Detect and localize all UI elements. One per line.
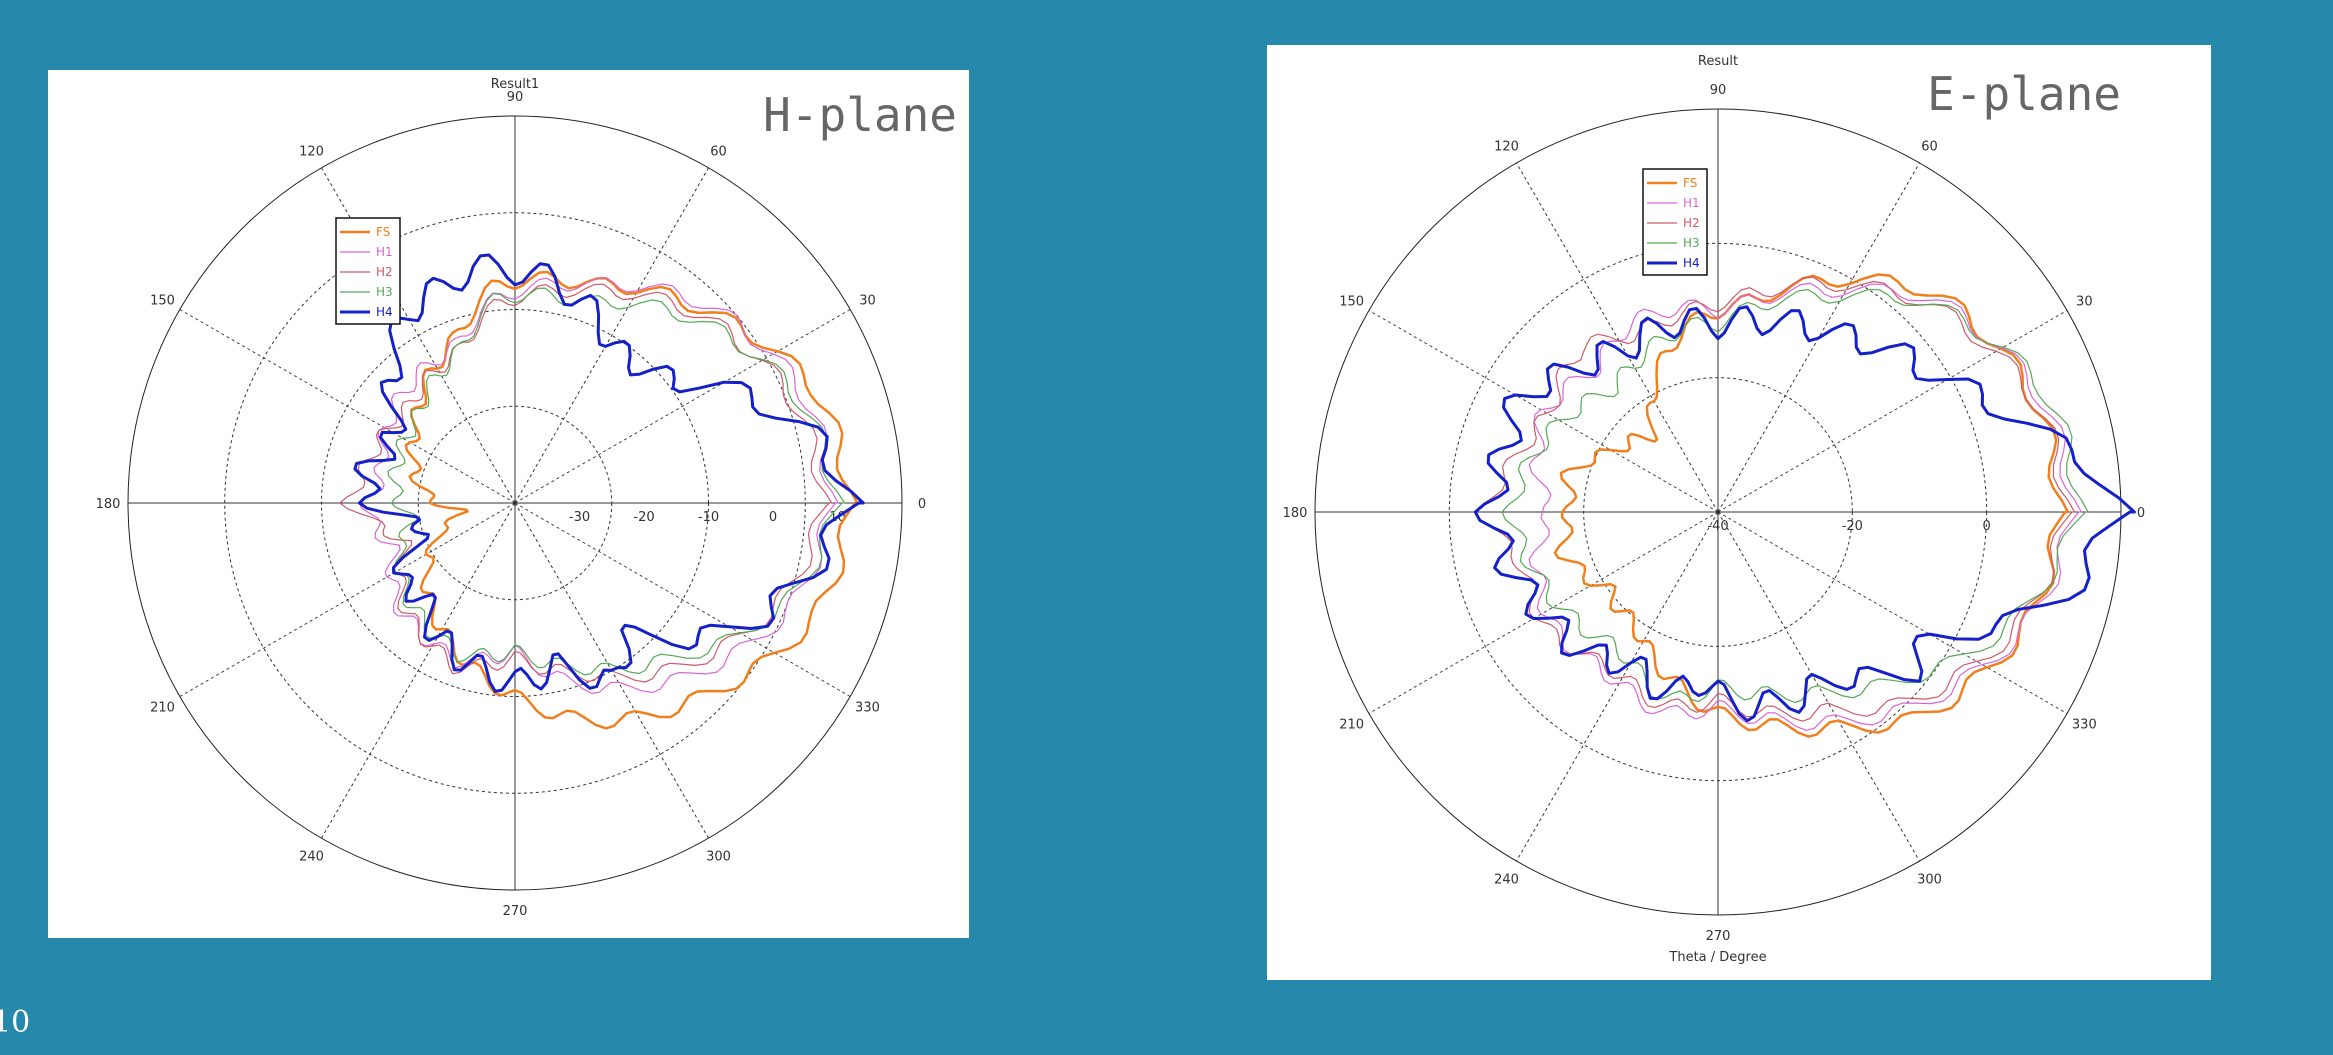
grid-spoke (1717, 310, 2068, 513)
legend-label-fs: FS (1683, 176, 1697, 190)
series-line-h3 (387, 287, 846, 676)
h-plane-polar-plot: Result19060300330300270240210180150120-3… (96, 77, 927, 919)
series-line-h1 (358, 277, 839, 694)
chart-title: Result (1698, 54, 1738, 69)
grid-spoke (514, 309, 851, 504)
angle-tick-label: 120 (299, 145, 324, 160)
legend-label-h2: H2 (1683, 216, 1700, 230)
angle-tick-label: 0 (2137, 506, 2145, 521)
e-plane-polar-plot: Result9060300330300270240210180150120-40… (1283, 54, 2146, 965)
grid-spoke (179, 309, 516, 504)
series-line-h1 (1528, 282, 2082, 731)
radial-tick-label: -20 (633, 510, 654, 525)
legend-label-h1: H1 (376, 245, 393, 259)
grid-spoke (1368, 511, 1719, 714)
grid-spoke (514, 502, 851, 697)
series-line-fs (1553, 273, 2070, 738)
legend-label-h3: H3 (1683, 236, 1700, 250)
grid-spoke (514, 167, 709, 504)
page-number: 10 (0, 1005, 31, 1040)
angle-tick-label: 330 (855, 701, 880, 716)
h-plane-chart-panel: Result1 90 60 30 0 330 300 270 240 210 180 150 120 -3… (48, 70, 969, 938)
angle-tick-label: 120 (1494, 140, 1519, 155)
angle-tick-label: 330 (2072, 718, 2097, 733)
angle-tick-label: 150 (150, 294, 175, 309)
radial-tick-label: -30 (569, 510, 590, 525)
legend-label-h4: H4 (376, 305, 393, 319)
angle-tick-label: 90 (507, 90, 524, 105)
series-line-fs (404, 270, 859, 730)
e-plane-label: E-plane (1927, 67, 2121, 121)
chart-title: Result1 (491, 77, 539, 92)
grid-spoke (1368, 310, 1719, 513)
series-line-h4 (353, 253, 865, 693)
grid-spoke (1717, 511, 2068, 714)
series-line-h2 (339, 283, 833, 683)
angle-tick-label: 210 (150, 701, 175, 716)
e-plane-chart-panel: Result 90 60 30 0 330 300 270 240 210 180 150 120 -40… (1267, 45, 2211, 980)
angle-tick-label: 180 (1283, 506, 1308, 521)
legend: FS H1 H2 H3 H4 (1642, 168, 1708, 276)
legend-label-h1: H1 (1683, 196, 1700, 210)
angle-tick-label: 300 (1917, 872, 1942, 887)
grid-spoke (321, 502, 516, 839)
angle-tick-label: 90 (1710, 83, 1727, 98)
radial-tick-label: -10 (698, 510, 719, 525)
x-axis-label: Theta / Degree (1668, 950, 1766, 965)
angle-tick-label: 240 (1494, 872, 1519, 887)
angle-tick-label: 0 (918, 497, 926, 512)
legend-box (335, 217, 401, 325)
radial-tick-label: -40 (1707, 519, 1728, 534)
legend-box (1642, 168, 1708, 276)
grid-spoke (1516, 162, 1719, 513)
legend-label-h2: H2 (376, 265, 393, 279)
angle-tick-label: 30 (2076, 295, 2093, 310)
angle-tick-label: 270 (503, 904, 528, 919)
legend-label-fs: FS (376, 225, 390, 239)
radial-tick-label: 0 (1983, 519, 1991, 534)
grid-spoke (1717, 511, 1920, 862)
angle-tick-label: 60 (1921, 140, 1938, 155)
series-line-h3 (1501, 289, 2089, 704)
angle-tick-label: 60 (710, 145, 727, 160)
grid-spoke (321, 167, 516, 504)
angle-tick-label: 240 (299, 849, 324, 864)
radial-tick-label: 0 (769, 510, 777, 525)
angle-tick-label: 180 (96, 497, 121, 512)
radial-tick-label: -20 (1842, 519, 1863, 534)
legend: FS H1 H2 H3 H4 (335, 217, 401, 325)
series-line-h4 (1473, 305, 2136, 723)
grid-spoke (1717, 162, 1920, 513)
grid-spoke (179, 502, 516, 697)
angle-tick-label: 270 (1706, 929, 1731, 944)
angle-tick-label: 300 (706, 849, 731, 864)
angle-tick-label: 150 (1339, 295, 1364, 310)
legend-label-h4: H4 (1683, 256, 1700, 270)
legend-label-h3: H3 (376, 285, 393, 299)
angle-tick-label: 210 (1339, 718, 1364, 733)
grid-spoke (1516, 511, 1719, 862)
angle-tick-label: 30 (859, 294, 876, 309)
h-plane-label: H-plane (763, 88, 957, 142)
